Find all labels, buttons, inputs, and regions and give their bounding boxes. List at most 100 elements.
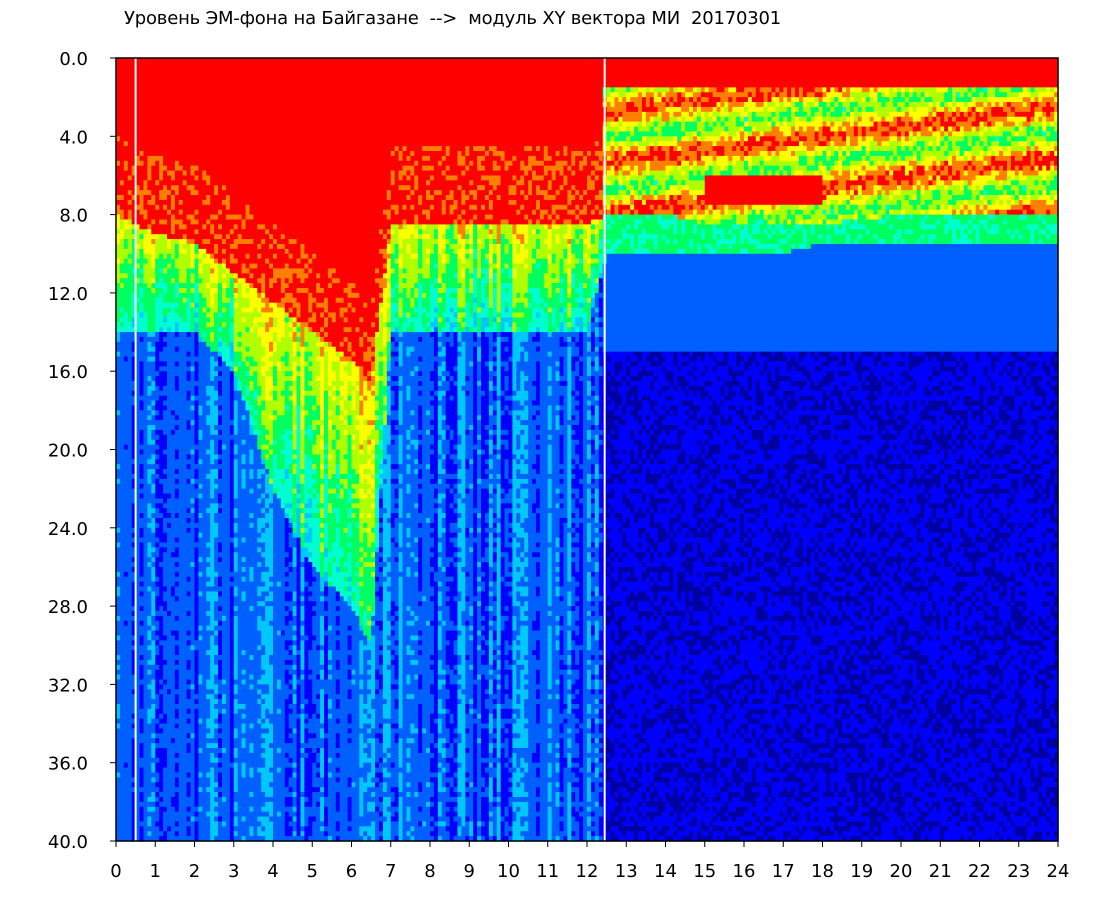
heatmap-cell — [171, 371, 176, 376]
heatmap-cell — [147, 347, 152, 352]
heatmap-cell — [151, 254, 156, 259]
heatmap-cell — [151, 817, 156, 822]
heatmap-cell — [143, 631, 148, 636]
heatmap-cell — [128, 156, 133, 161]
heatmap-cell — [167, 401, 172, 406]
heatmap-cell — [151, 195, 156, 200]
heatmap-cell — [120, 249, 125, 254]
heatmap-cell — [140, 601, 145, 606]
heatmap-cell — [155, 156, 160, 161]
heatmap-cell — [163, 582, 168, 587]
heatmap-cell — [163, 146, 168, 151]
heatmap-cell — [163, 826, 168, 831]
heatmap-cell — [171, 288, 176, 293]
heatmap-cell — [128, 244, 133, 249]
heatmap-cell — [183, 78, 188, 83]
heatmap-cell — [124, 239, 129, 244]
heatmap-cell — [143, 640, 148, 645]
heatmap-cell — [175, 596, 180, 601]
heatmap-cell — [155, 58, 160, 63]
heatmap-cell — [175, 366, 180, 371]
heatmap-cell — [128, 293, 133, 298]
heatmap-cell — [155, 704, 160, 709]
heatmap-cell — [143, 239, 148, 244]
heatmap-cell — [163, 450, 168, 455]
heatmap-cell — [147, 430, 152, 435]
heatmap-cell — [147, 440, 152, 445]
heatmap-cell — [128, 440, 133, 445]
heatmap-cell — [159, 58, 164, 63]
heatmap-cell — [140, 567, 145, 572]
heatmap-cell — [120, 709, 125, 714]
heatmap-cell — [140, 386, 145, 391]
heatmap-cell — [151, 215, 156, 220]
heatmap-cell — [143, 112, 148, 117]
heatmap-cell — [140, 498, 145, 503]
heatmap-cell — [140, 538, 145, 543]
heatmap-cell — [124, 82, 129, 87]
heatmap-cell — [151, 777, 156, 782]
heatmap-cell — [143, 298, 148, 303]
heatmap-cell — [163, 298, 168, 303]
heatmap-cell — [120, 430, 125, 435]
heatmap-cell — [175, 508, 180, 513]
heatmap-cell — [140, 312, 145, 317]
heatmap-cell — [151, 542, 156, 547]
heatmap-cell — [124, 156, 129, 161]
heatmap-cell — [124, 538, 129, 543]
heatmap-cell — [167, 758, 172, 763]
heatmap-cell — [171, 391, 176, 396]
heatmap-cell — [155, 180, 160, 185]
heatmap-cell — [171, 63, 176, 68]
heatmap-cell — [151, 347, 156, 352]
heatmap-cell — [155, 577, 160, 582]
heatmap-cell — [151, 131, 156, 136]
heatmap-cell — [151, 151, 156, 156]
heatmap-cell — [171, 293, 176, 298]
heatmap-cell — [147, 420, 152, 425]
heatmap-cell — [171, 200, 176, 205]
heatmap-cell — [163, 410, 168, 415]
heatmap-cell — [171, 82, 176, 87]
heatmap-cell — [163, 288, 168, 293]
heatmap-cell — [147, 97, 152, 102]
heatmap-cell — [151, 239, 156, 244]
heatmap-cell — [143, 787, 148, 792]
heatmap-cell — [155, 102, 160, 107]
heatmap-cell — [151, 87, 156, 92]
heatmap-cell — [120, 322, 125, 327]
heatmap-cell — [171, 268, 176, 273]
heatmap-cell — [140, 122, 145, 127]
heatmap-cell — [120, 787, 125, 792]
heatmap-cell — [128, 738, 133, 743]
heatmap-cell — [140, 146, 145, 151]
heatmap-cell — [120, 675, 125, 680]
heatmap-cell — [155, 131, 160, 136]
heatmap-cell — [171, 273, 176, 278]
heatmap-cell — [167, 229, 172, 234]
heatmap-cell — [167, 479, 172, 484]
heatmap-cell — [175, 743, 180, 748]
heatmap-cell — [147, 239, 152, 244]
heatmap-cell — [179, 141, 184, 146]
heatmap-cell — [175, 122, 180, 127]
heatmap-cell — [179, 758, 184, 763]
heatmap-cell — [143, 635, 148, 640]
heatmap-cell — [151, 332, 156, 337]
heatmap-cell — [140, 156, 145, 161]
heatmap-cell — [175, 127, 180, 132]
heatmap-cell — [155, 792, 160, 797]
heatmap-cell — [140, 107, 145, 112]
heatmap-cell — [155, 552, 160, 557]
heatmap-cell — [167, 166, 172, 171]
heatmap-cell — [175, 459, 180, 464]
heatmap-cell — [120, 268, 125, 273]
heatmap-cell — [128, 386, 133, 391]
heatmap-cell — [159, 146, 164, 151]
heatmap-cell — [167, 440, 172, 445]
heatmap-cell — [120, 812, 125, 817]
heatmap-cell — [179, 82, 184, 87]
heatmap-cell — [163, 621, 168, 626]
heatmap-cell — [155, 513, 160, 518]
heatmap-cell — [175, 185, 180, 190]
